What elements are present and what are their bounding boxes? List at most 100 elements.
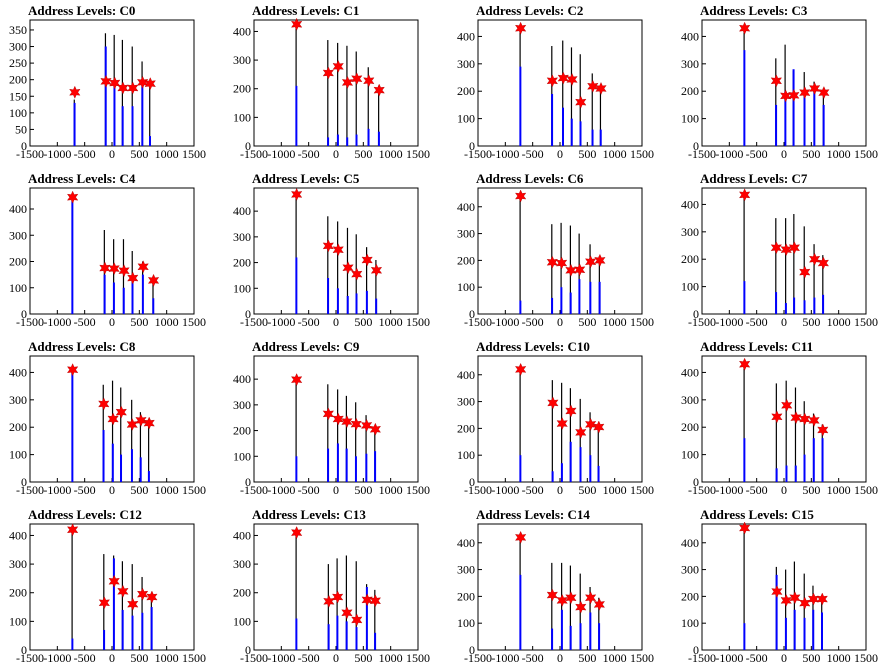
x-tick-label: 500 xyxy=(130,651,148,665)
y-tick-label: 300 xyxy=(457,395,475,409)
peak-star-marker xyxy=(547,396,559,410)
plot-frame xyxy=(29,187,195,315)
chart-svg: Address Levels: C6 0 100 200 300 400 -1500 -100… xyxy=(457,171,654,329)
x-tick-label: -500 xyxy=(746,651,768,665)
peak-star-marker xyxy=(361,253,373,267)
x-tick-label: 500 xyxy=(130,483,148,497)
y-tick-label: 200 xyxy=(681,589,699,603)
chart-svg: Address Levels: C13 0 100 200 300 400 -1500 -10… xyxy=(233,507,430,665)
y-tick-label: 200 xyxy=(233,82,251,96)
x-tick-label: -1500 xyxy=(16,651,44,665)
x-tick-label: 500 xyxy=(802,483,820,497)
y-tick-label: 400 xyxy=(681,365,699,379)
y-tick-label: 300 xyxy=(9,228,27,242)
y-tick-label: 100 xyxy=(457,616,475,630)
y-tick-label: 200 xyxy=(9,586,27,600)
x-tick-label: 0 xyxy=(557,147,563,161)
x-tick-label: 1500 xyxy=(630,483,654,497)
chart-panel-3: Address Levels: C3 0 100 200 300 400 -1500 -100… xyxy=(672,0,896,168)
chart-panel-12: Address Levels: C12 0 100 200 300 400 -1500 -10… xyxy=(0,504,224,672)
y-tick-label: 200 xyxy=(9,420,27,434)
peak-star-marker xyxy=(127,597,139,611)
peak-star-marker xyxy=(770,241,782,255)
peak-star-marker xyxy=(373,83,385,97)
plot-frame xyxy=(701,19,867,147)
x-tick-label: 0 xyxy=(557,315,563,329)
peak-star-marker xyxy=(291,373,303,387)
y-tick-label: 100 xyxy=(681,280,699,294)
chart-title: Address Levels: C6 xyxy=(476,171,584,186)
x-tick-label: 1500 xyxy=(854,315,878,329)
peak-star-marker xyxy=(69,85,81,99)
peak-star-marker xyxy=(817,423,829,437)
x-tick-label: 1500 xyxy=(406,651,430,665)
y-tick-label: 400 xyxy=(681,536,699,550)
x-tick-label: 0 xyxy=(109,483,115,497)
x-tick-label: -1000 xyxy=(715,147,743,161)
chart-title: Address Levels: C12 xyxy=(28,507,142,522)
y-tick-label: 400 xyxy=(233,528,251,542)
chart-title: Address Levels: C15 xyxy=(700,507,814,522)
chart-panel-8: Address Levels: C8 0 100 200 300 400 -1500 -100… xyxy=(0,336,224,504)
x-tick-label: -1000 xyxy=(491,315,519,329)
x-tick-label: 0 xyxy=(557,651,563,665)
peak-star-marker xyxy=(115,405,127,419)
x-tick-label: 0 xyxy=(333,483,339,497)
peak-star-marker xyxy=(546,74,558,88)
peak-star-marker xyxy=(584,417,597,431)
peak-star-marker xyxy=(135,413,147,427)
y-tick-label: 100 xyxy=(233,281,251,295)
x-tick-label: 0 xyxy=(109,147,115,161)
x-tick-label: 1500 xyxy=(630,651,654,665)
peak-star-marker xyxy=(341,606,353,620)
x-tick-label: -1000 xyxy=(715,315,743,329)
x-tick-label: 1500 xyxy=(630,147,654,161)
peak-star-marker xyxy=(739,357,751,371)
x-tick-label: -1500 xyxy=(240,147,268,161)
x-tick-label: 1500 xyxy=(406,315,430,329)
peak-star-marker xyxy=(574,263,586,277)
x-tick-label: 1500 xyxy=(630,315,654,329)
peak-star-marker xyxy=(332,243,344,257)
peak-star-marker xyxy=(99,261,111,275)
peak-star-marker xyxy=(584,255,597,269)
peak-star-marker xyxy=(332,59,344,73)
y-tick-label: 250 xyxy=(9,56,27,70)
chart-svg: Address Levels: C8 0 100 200 300 400 -1500 -100… xyxy=(9,339,206,497)
y-tick-label: 0 xyxy=(693,307,699,321)
x-tick-label: -1000 xyxy=(715,483,743,497)
x-tick-label: -1000 xyxy=(491,651,519,665)
chart-title: Address Levels: C0 xyxy=(28,3,135,18)
x-tick-label: -1500 xyxy=(688,315,716,329)
y-tick-label: 200 xyxy=(233,424,251,438)
peak-star-marker xyxy=(147,273,160,287)
chart-panel-4: Address Levels: C4 0 100 200 300 400 -1500 -100… xyxy=(0,168,224,336)
peak-star-marker xyxy=(98,596,110,610)
x-tick-label: -1500 xyxy=(464,315,492,329)
peak-star-marker xyxy=(291,17,303,31)
y-tick-label: 300 xyxy=(457,563,475,577)
chart-panel-13: Address Levels: C13 0 100 200 300 400 -1500 -10… xyxy=(224,504,448,672)
peak-star-marker xyxy=(146,590,158,604)
peak-star-marker xyxy=(593,597,605,611)
peak-star-marker xyxy=(100,74,112,88)
y-tick-label: 300 xyxy=(9,557,27,571)
x-tick-label: 500 xyxy=(354,651,372,665)
x-tick-label: 500 xyxy=(578,483,596,497)
x-tick-label: -1500 xyxy=(16,315,44,329)
chart-title: Address Levels: C10 xyxy=(476,339,590,354)
chart-panel-11: Address Levels: C11 0 100 200 300 400 -1500 -10… xyxy=(672,336,896,504)
peak-star-marker xyxy=(565,404,577,418)
x-tick-label: -1000 xyxy=(715,651,743,665)
y-tick-label: 0 xyxy=(469,139,475,153)
x-tick-label: 0 xyxy=(781,147,787,161)
chart-title: Address Levels: C7 xyxy=(700,171,808,186)
x-tick-label: -500 xyxy=(298,147,320,161)
peak-star-marker xyxy=(789,591,801,605)
y-tick-label: 200 xyxy=(681,252,699,266)
chart-title: Address Levels: C3 xyxy=(700,3,808,18)
chart-svg: Address Levels: C4 0 100 200 300 400 -1500 -100… xyxy=(9,171,206,329)
x-tick-label: -1000 xyxy=(267,147,295,161)
y-tick-label: 0 xyxy=(21,475,27,489)
y-tick-label: 0 xyxy=(693,643,699,657)
